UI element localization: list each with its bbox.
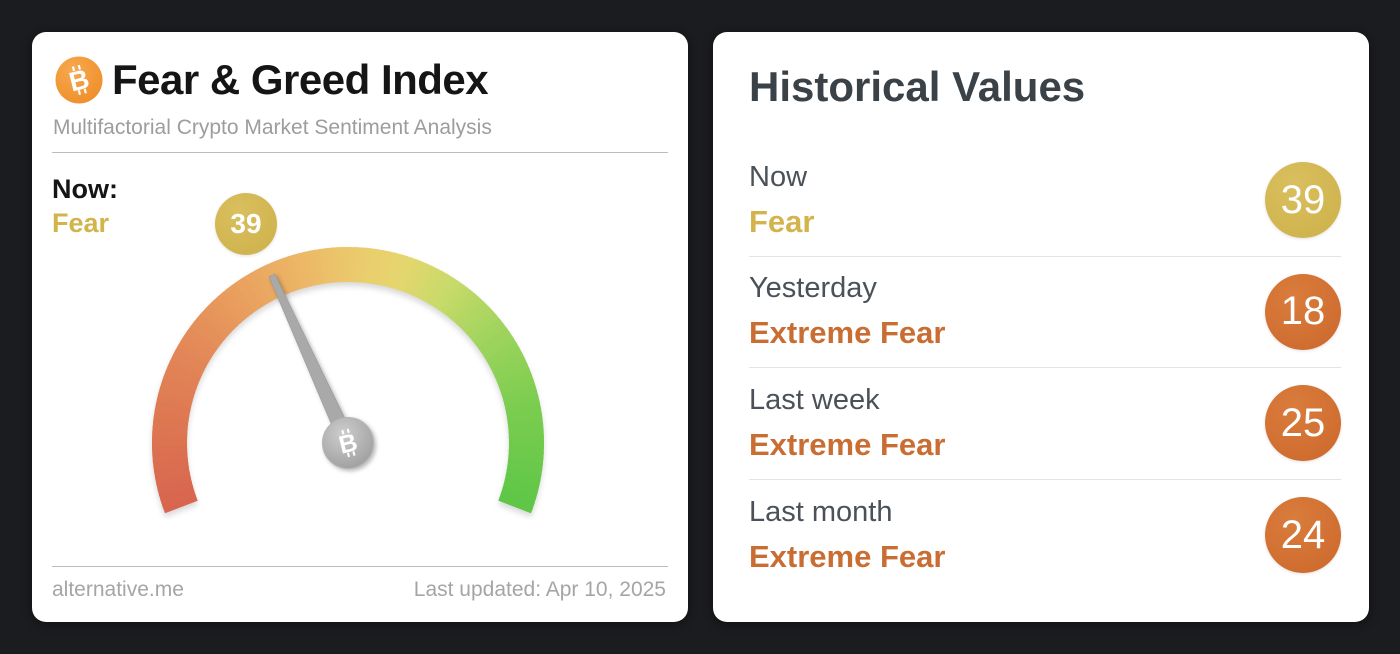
bitcoin-hub-icon: B <box>336 428 360 460</box>
row-label: Yesterday <box>749 272 877 305</box>
history-row-yesterday: Yesterday Extreme Fear 18 <box>749 257 1341 368</box>
header-divider <box>52 152 668 153</box>
row-label: Last month <box>749 495 893 528</box>
row-classification: Extreme Fear <box>749 426 946 462</box>
row-value-badge: 25 <box>1265 385 1341 462</box>
page-title: Fear & Greed Index <box>112 56 489 103</box>
alternative-me-link[interactable]: alternative.me <box>52 578 184 601</box>
row-classification: Fear <box>749 203 815 239</box>
history-row-last-month: Last month Extreme Fear 24 <box>749 480 1341 592</box>
card-footer: alternative.me Last updated: Apr 10, 202… <box>52 578 666 602</box>
gauge-arc <box>152 247 544 514</box>
bitcoin-icon: B <box>55 56 103 104</box>
history-row-now: Now Fear 39 <box>749 145 1341 257</box>
page-subtitle: Multifactorial Crypto Market Sentiment A… <box>53 116 492 139</box>
row-value-badge: 39 <box>1265 162 1341 239</box>
historical-title: Historical Values <box>749 63 1086 110</box>
now-classification: Fear <box>52 208 110 238</box>
now-value-badge: 39 <box>215 193 277 255</box>
footer-divider <box>52 566 668 567</box>
row-classification: Extreme Fear <box>749 315 946 351</box>
row-label: Now <box>749 160 808 193</box>
gauge-hub: B <box>322 417 374 469</box>
fear-greed-card: B Fear & Greed Index Multifactorial Cryp… <box>32 32 688 622</box>
history-row-last-week: Last week Extreme Fear 25 <box>749 368 1341 480</box>
row-classification: Extreme Fear <box>749 538 946 574</box>
now-label: Now: <box>52 174 118 204</box>
gauge-needle: B <box>268 273 374 469</box>
historical-rows: Now Fear 39 Yesterday Extreme Fear 18 La… <box>749 145 1341 591</box>
historical-values-card: Historical Values Now Fear 39 Yesterday … <box>713 32 1369 622</box>
row-value-badge: 24 <box>1265 497 1341 574</box>
row-label: Last week <box>749 383 880 416</box>
row-value-badge: 18 <box>1265 273 1341 350</box>
last-updated-text: Last updated: Apr 10, 2025 <box>413 578 666 601</box>
svg-text:B: B <box>336 428 360 460</box>
